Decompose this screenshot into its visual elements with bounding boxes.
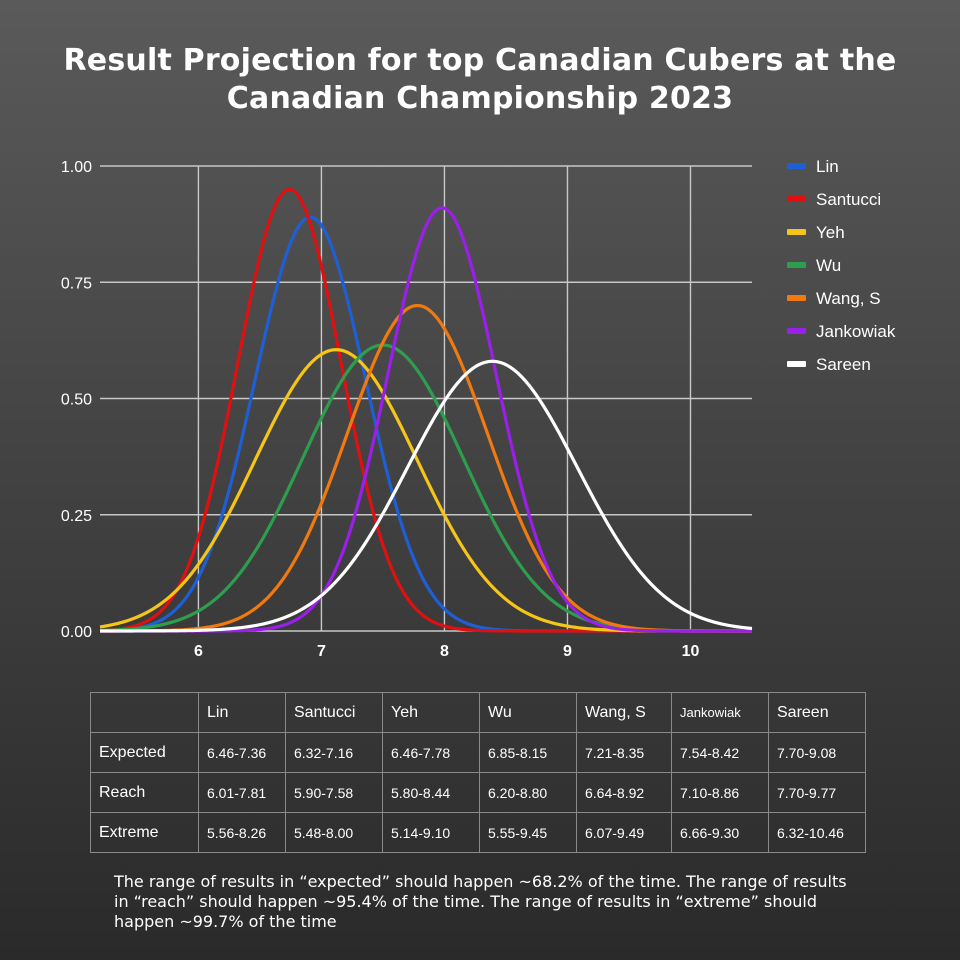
legend-swatch [787, 361, 806, 367]
legend-label: Jankowiak [816, 322, 896, 341]
series-line-sareen [100, 359, 753, 633]
x-tick-label: 10 [682, 643, 700, 660]
table-cell: 6.32-7.16 [285, 732, 383, 773]
legend-swatch [787, 262, 806, 268]
table-cell: 6.46-7.78 [382, 732, 480, 773]
table-header-cell: Wu [479, 692, 577, 733]
table-cell: 6.32-10.46 [768, 812, 866, 853]
table-cell: 7.21-8.35 [576, 732, 672, 773]
table-header-row: Lin Santucci Yeh Wu Wang, S Jankowiak Sa… [90, 692, 866, 733]
table-cell: 5.55-9.45 [479, 812, 577, 853]
legend-label: Santucci [816, 190, 881, 209]
row-label: Expected [90, 732, 199, 773]
table-header-cell [90, 692, 199, 733]
legend-label: Sareen [816, 355, 871, 374]
table-header-cell: Wang, S [576, 692, 672, 733]
row-label: Reach [90, 772, 199, 813]
legend: Lin Santucci Yeh Wu Wang, S Jankowiak Sareen [787, 157, 896, 374]
table-header-cell: Sareen [768, 692, 866, 733]
projection-chart: 0.00 0.25 0.50 0.75 1.00 6 7 8 9 10 Lin Santucci Ye… [61, 157, 896, 660]
table-cell: 6.46-7.36 [198, 732, 286, 773]
y-tick-label: 0.75 [61, 275, 92, 292]
row-label: Extreme [90, 812, 199, 853]
legend-swatch [787, 229, 806, 235]
y-tick-label: 0.00 [61, 624, 92, 641]
legend-swatch [787, 163, 806, 169]
table-row: Extreme 5.56-8.26 5.48-8.00 5.14-9.10 5.… [90, 812, 866, 853]
table-row: Expected 6.46-7.36 6.32-7.16 6.46-7.78 6… [90, 732, 866, 773]
legend-swatch [787, 295, 806, 301]
y-tick-label: 0.50 [61, 392, 92, 409]
x-tick-label: 6 [194, 643, 203, 660]
table-header-cell: Santucci [285, 692, 383, 733]
x-tick-label: 8 [440, 643, 449, 660]
legend-swatch [787, 328, 806, 334]
legend-label: Yeh [816, 223, 845, 242]
table-cell: 5.80-8.44 [382, 772, 480, 813]
table-cell: 5.56-8.26 [198, 812, 286, 853]
series-lines [99, 187, 753, 633]
table-cell: 7.10-8.86 [671, 772, 769, 813]
y-tick-label: 1.00 [61, 159, 92, 176]
table-header-cell: Yeh [382, 692, 480, 733]
y-tick-label: 0.25 [61, 508, 92, 525]
table-cell: 6.07-9.49 [576, 812, 672, 853]
table-cell: 5.14-9.10 [382, 812, 480, 853]
x-tick-label: 7 [317, 643, 326, 660]
legend-swatch [787, 196, 806, 202]
legend-label: Lin [816, 157, 839, 176]
table-cell: 7.70-9.08 [768, 732, 866, 773]
table-row: Reach 6.01-7.81 5.90-7.58 5.80-8.44 6.20… [90, 772, 866, 813]
axes: 0.00 0.25 0.50 0.75 1.00 6 7 8 9 10 [61, 159, 700, 660]
table-cell: 6.85-8.15 [479, 732, 577, 773]
table-cell: 6.66-9.30 [671, 812, 769, 853]
table-cell: 5.90-7.58 [285, 772, 383, 813]
table-header-cell: Jankowiak [671, 692, 769, 733]
grid [100, 165, 752, 632]
table-cell: 6.01-7.81 [198, 772, 286, 813]
legend-label: Wang, S [816, 289, 881, 308]
chart-title: Result Projection for top Canadian Cuber… [63, 43, 897, 116]
legend-label: Wu [816, 256, 841, 275]
table-cell: 7.70-9.77 [768, 772, 866, 813]
table-cell: 7.54-8.42 [671, 732, 769, 773]
footnote: The range of results in “expected” shoul… [114, 872, 847, 931]
projection-table: Lin Santucci Yeh Wu Wang, S Jankowiak Sa… [90, 692, 866, 853]
table-cell: 6.20-8.80 [479, 772, 577, 813]
table-header-cell: Lin [198, 692, 286, 733]
table-cell: 5.48-8.00 [285, 812, 383, 853]
x-tick-label: 9 [563, 643, 572, 660]
table-cell: 6.64-8.92 [576, 772, 672, 813]
